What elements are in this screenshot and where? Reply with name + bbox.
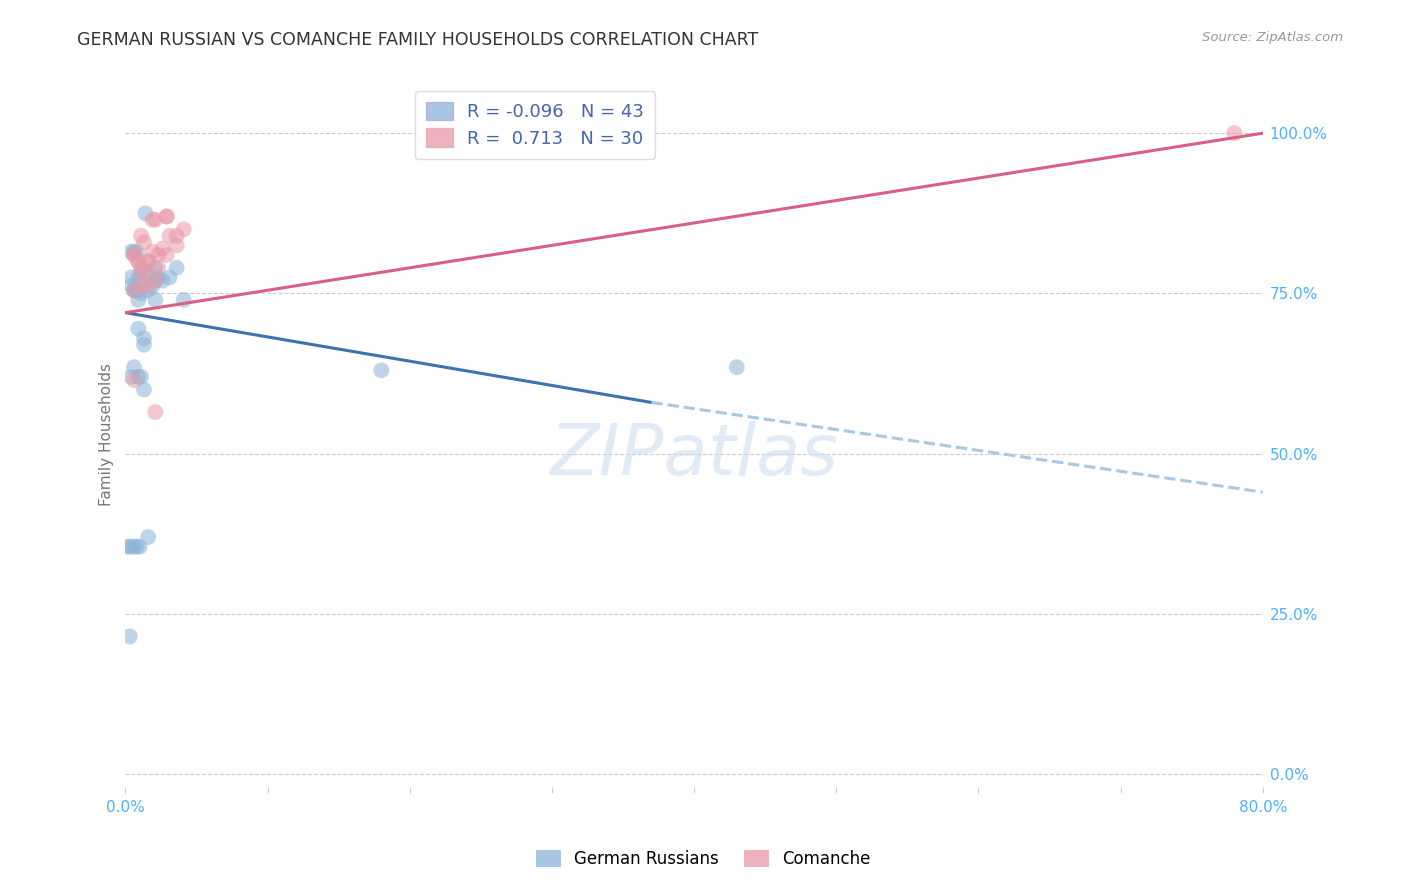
Point [166, 260, 188, 275]
Point [122, 244, 145, 259]
Point [156, 248, 179, 262]
Point [122, 248, 145, 262]
Point [127, 322, 149, 336]
Point [122, 360, 145, 375]
Point [118, 629, 141, 643]
Point [127, 254, 149, 268]
Point [129, 278, 152, 293]
Point [122, 283, 145, 297]
Point [118, 540, 141, 554]
Text: ZIPatlas: ZIPatlas [550, 421, 838, 490]
Point [1223, 126, 1246, 140]
Point [136, 278, 159, 293]
Point [136, 254, 159, 268]
Point [129, 286, 152, 301]
Point [725, 360, 748, 375]
Point [128, 540, 150, 554]
Legend: R = -0.096   N = 43, R =  0.713   N = 30: R = -0.096 N = 43, R = 0.713 N = 30 [415, 91, 655, 159]
Point [122, 283, 145, 297]
Point [132, 264, 155, 278]
Point [136, 254, 159, 268]
Point [146, 260, 169, 275]
Point [152, 242, 174, 256]
Point [141, 244, 163, 259]
Point [370, 363, 392, 377]
Point [132, 235, 155, 249]
Point [129, 260, 152, 275]
Point [120, 278, 142, 293]
Point [143, 212, 166, 227]
Point [127, 293, 149, 307]
Point [143, 260, 166, 275]
Point [136, 530, 159, 544]
Point [125, 244, 148, 259]
Point [127, 254, 149, 268]
Text: Source: ZipAtlas.com: Source: ZipAtlas.com [1202, 31, 1343, 45]
Point [156, 210, 179, 224]
Point [132, 331, 155, 345]
Point [141, 212, 163, 227]
Text: GERMAN RUSSIAN VS COMANCHE FAMILY HOUSEHOLDS CORRELATION CHART: GERMAN RUSSIAN VS COMANCHE FAMILY HOUSEH… [77, 31, 759, 49]
Y-axis label: Family Households: Family Households [100, 363, 114, 506]
Point [122, 540, 145, 554]
Point [120, 244, 142, 259]
Point [143, 405, 166, 419]
Point [125, 540, 148, 554]
Legend: German Russians, Comanche: German Russians, Comanche [529, 843, 877, 875]
Point [141, 278, 163, 293]
Point [129, 270, 152, 285]
Point [159, 228, 181, 243]
Point [143, 293, 166, 307]
Point [124, 283, 146, 297]
Point [134, 206, 156, 220]
Point [127, 369, 149, 384]
Point [136, 283, 159, 297]
Point [117, 540, 139, 554]
Point [173, 293, 195, 307]
Point [122, 373, 145, 387]
Point [166, 228, 188, 243]
Point [132, 337, 155, 351]
Point [146, 248, 169, 262]
Point [129, 264, 152, 278]
Point [124, 283, 146, 297]
Point [120, 270, 142, 285]
Point [156, 210, 179, 224]
Point [122, 248, 145, 262]
Point [120, 369, 142, 384]
Point [166, 238, 188, 252]
Point [173, 222, 195, 236]
Point [129, 369, 152, 384]
Point [146, 270, 169, 285]
Point [127, 270, 149, 285]
Point [136, 267, 159, 281]
Point [143, 274, 166, 288]
Point [159, 270, 181, 285]
Point [132, 383, 155, 397]
Point [127, 283, 149, 297]
Point [152, 274, 174, 288]
Point [129, 228, 152, 243]
Point [143, 274, 166, 288]
